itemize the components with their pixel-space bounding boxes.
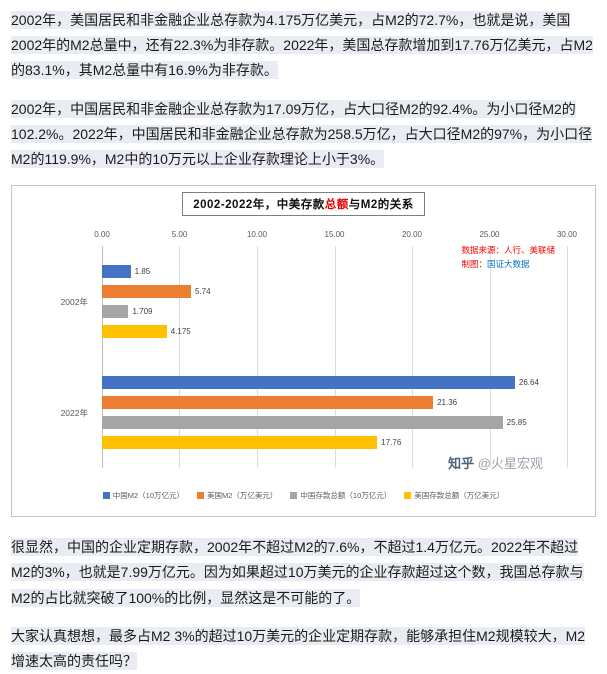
chart-title: 2002-2022年，中美存款总额与M2的关系 — [182, 192, 425, 217]
value-axis: 0.00 5.00 10.00 15.00 20.00 25.00 30.00 — [24, 230, 583, 242]
bar-value-label: 5.74 — [194, 287, 211, 297]
bar — [102, 325, 167, 339]
plot-area: 1.85 5.74 1.709 4.175 26.64 21.36 25.85 17.76 — [102, 246, 568, 469]
legend-swatch — [290, 492, 298, 500]
legend-label: 美国M2（万亿美元） — [207, 491, 278, 501]
legend-item: 中国M2（10万亿元） — [102, 490, 184, 501]
bar-row: 17.76 — [102, 436, 567, 450]
legend-item: 美国M2（万亿美元） — [197, 490, 277, 501]
paragraph-cn-deposits: 2002年，中国居民和非金融企业总存款为17.09万亿，占大口径M2的92.4%… — [11, 97, 596, 173]
deposit-m2-chart: 2002-2022年，中美存款总额与M2的关系 数据来源：人行、美联储 制图：国… — [11, 185, 596, 518]
gridline — [489, 246, 491, 469]
bar-row: 4.175 — [102, 325, 567, 339]
axis-spacer — [24, 230, 102, 242]
paragraph-conclusion: 大家认真想想，最多占M2 3%的超过10万美元的企业定期存款，能够承担住M2规模… — [11, 624, 596, 674]
bar-group: 1.85 5.74 1.709 4.175 — [102, 246, 567, 357]
chart-title-suffix: 与M2的关系 — [348, 199, 414, 212]
chart-credit-line: 制图：国证大数据 — [461, 258, 555, 272]
bar-value-label: 21.36 — [437, 398, 458, 408]
bar — [102, 285, 191, 299]
paragraph-text: 大家认真想想，最多占M2 3%的超过10万美元的企业定期存款，能够承担住M2规模… — [11, 626, 586, 670]
bar-value-label: 1.709 — [132, 307, 153, 317]
gridline — [256, 246, 258, 469]
bar-value-label: 17.76 — [381, 438, 402, 448]
plot-row: 2002年 2022年 1.85 5.74 1.709 4.175 26.64 21.36 2… — [24, 246, 583, 469]
bar — [102, 396, 434, 410]
legend-swatch — [197, 492, 204, 500]
axis-tick-row: 0.00 5.00 10.00 15.00 20.00 25.00 30.00 — [94, 230, 577, 242]
legend-item: 中国存款总额（10万亿元） — [290, 490, 391, 501]
category-axis: 2002年 2022年 — [24, 246, 102, 468]
chart-credit-value: 国证大数据 — [487, 258, 530, 269]
legend-item: 美国存款总额（万亿美元） — [404, 490, 504, 501]
zhihu-watermark: 知乎 @火星宏观 — [448, 453, 543, 472]
legend-label: 中国M2（10万亿元） — [112, 491, 184, 501]
legend-label: 美国存款总额（万亿美元） — [414, 491, 505, 501]
gridline — [179, 246, 181, 469]
category-label: 2002年 — [60, 296, 88, 307]
axis-tick-label: 25.00 — [479, 230, 500, 240]
gridline — [334, 246, 336, 469]
paragraph-text: 2002年，美国居民和非金融企业总存款为4.175万亿美元，占M2的72.7%，… — [11, 11, 593, 80]
gridline — [567, 246, 568, 469]
watermark-handle: @火星宏观 — [477, 456, 543, 472]
bar-value-label: 26.64 — [518, 378, 539, 388]
paragraph-term-deposits: 很显然，中国的企业定期存款，2002年不超过M2的7.6%，不超过1.4万亿元。… — [11, 535, 596, 611]
axis-tick-label: 30.00 — [556, 230, 578, 240]
bar-row: 26.64 — [102, 376, 567, 390]
category-label: 2022年 — [60, 407, 88, 418]
paragraph-text: 很显然，中国的企业定期存款，2002年不超过M2的7.6%，不超过1.4万亿元。… — [11, 538, 584, 607]
bar-row: 25.85 — [102, 416, 567, 430]
chart-title-highlight: 总额 — [324, 199, 349, 212]
bar-row: 1.709 — [102, 305, 567, 319]
bar-value-label: 4.175 — [170, 327, 191, 337]
axis-tick-label: 5.00 — [171, 230, 188, 240]
axis-tick-label: 15.00 — [324, 230, 345, 240]
bar-row: 5.74 — [102, 285, 567, 299]
gridline — [411, 246, 413, 469]
bar-value-label: 25.85 — [506, 418, 527, 428]
paragraph-text: 2002年，中国居民和非金融企业总存款为17.09万亿，占大口径M2的92.4%… — [11, 99, 593, 168]
chart-title-prefix: 2002-2022年，中美存款 — [193, 199, 325, 212]
legend-label: 中国存款总额（10万亿元） — [300, 491, 392, 501]
bar — [102, 436, 378, 450]
axis-tick-label: 10.00 — [246, 230, 267, 240]
chart-legend: 中国M2（10万亿元） 美国M2（万亿美元） 中国存款总额（10万亿元） 美国存款总额… — [24, 490, 583, 501]
legend-swatch — [102, 492, 110, 500]
chart-source-note: 数据来源：人行、美联储 制图：国证大数据 — [461, 244, 555, 271]
legend-swatch — [404, 492, 412, 500]
bar-row: 1.85 — [102, 265, 567, 279]
chart-credit-label: 制图： — [461, 258, 487, 269]
bar — [102, 305, 129, 319]
zhihu-logo: 知乎 — [448, 456, 475, 472]
paragraph-us-deposits: 2002年，美国居民和非金融企业总存款为4.175万亿美元，占M2的72.7%，… — [11, 8, 596, 84]
bar-group: 26.64 21.36 25.85 17.76 — [102, 357, 567, 468]
bar-value-label: 1.85 — [134, 267, 151, 277]
bar — [102, 416, 503, 430]
bar — [102, 265, 131, 279]
bar — [102, 376, 515, 390]
gridline — [102, 246, 103, 469]
axis-tick-label: 0.00 — [94, 230, 110, 240]
bar-row: 21.36 — [102, 396, 567, 410]
axis-tick-label: 20.00 — [401, 230, 422, 240]
data-source-line: 数据来源：人行、美联储 — [461, 245, 555, 256]
